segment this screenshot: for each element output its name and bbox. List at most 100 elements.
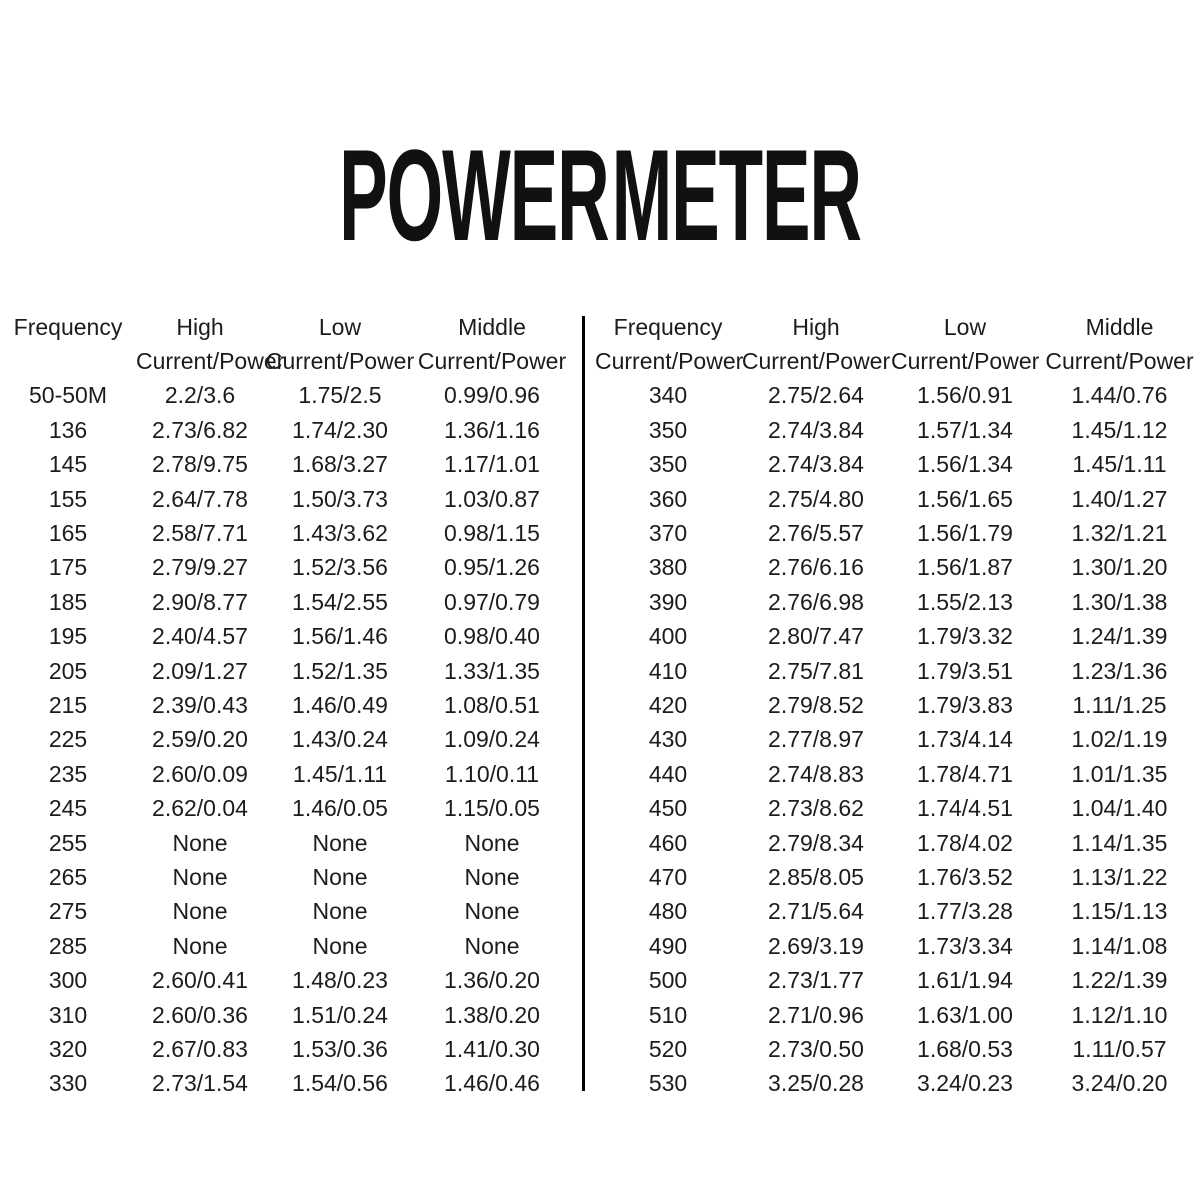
frequency-cell: 165 — [48, 520, 88, 547]
frequency-cell: 195 — [48, 623, 88, 650]
frequency-cell: 350 — [648, 451, 688, 478]
value-cell: 1.68/3.27 — [292, 451, 388, 478]
value-cell: 1.46/0.49 — [292, 691, 388, 718]
frequency-cell: 320 — [48, 1035, 88, 1062]
frequency-cell: 370 — [648, 520, 688, 547]
value-cell: 3.24/0.20 — [1071, 1070, 1168, 1097]
value-cell: 2.09/1.27 — [152, 657, 248, 684]
value-cell: 2.74/8.83 — [768, 760, 864, 787]
value-cell: 1.79/3.83 — [917, 691, 1013, 718]
frequency-cell: 175 — [48, 554, 88, 581]
value-cell: 1.46/0.05 — [292, 795, 388, 822]
value-cell: 1.36/1.16 — [444, 416, 540, 443]
power-table-right: Frequency High Low Middle Current/Power Curre… — [595, 310, 1200, 1101]
value-cell: 2.40/4.57 — [152, 623, 248, 650]
value-cell: 1.03/0.87 — [444, 485, 540, 512]
value-cell: 2.76/6.98 — [768, 588, 864, 615]
value-cell: 1.45/1.11 — [1072, 451, 1167, 478]
subheader-cell: Current/Power — [741, 348, 891, 375]
frequency-cell: 275 — [48, 898, 88, 925]
frequency-cell: 480 — [648, 898, 688, 925]
value-cell: 1.22/1.39 — [1071, 967, 1168, 994]
value-cell: 1.15/0.05 — [444, 795, 540, 822]
subheader-cell: Current/Power — [891, 348, 1040, 375]
value-cell: 2.73/1.54 — [152, 1070, 248, 1097]
page-title: POWER METER — [339, 122, 862, 268]
value-cell: 1.46/0.46 — [444, 1070, 540, 1097]
value-cell: 1.17/1.01 — [444, 451, 540, 478]
value-cell: 2.76/6.16 — [768, 554, 864, 581]
value-cell: 2.64/7.78 — [152, 485, 248, 512]
frequency-cell: 360 — [648, 485, 688, 512]
value-cell: 1.45/1.11 — [292, 760, 388, 787]
value-cell: 1.14/1.08 — [1071, 932, 1168, 959]
value-cell: 1.30/1.38 — [1071, 588, 1168, 615]
value-cell: 1.63/1.00 — [917, 1001, 1013, 1028]
frequency-cell: 136 — [48, 416, 88, 443]
value-cell: 2.60/0.09 — [152, 760, 248, 787]
value-cell: 0.98/1.15 — [444, 520, 540, 547]
value-cell: 1.57/1.34 — [917, 416, 1013, 443]
value-cell: 1.38/0.20 — [444, 1001, 540, 1028]
frequency-cell: 330 — [48, 1070, 88, 1097]
column-header-cell: Low — [943, 313, 987, 340]
frequency-cell: 235 — [48, 760, 88, 787]
value-cell: 2.2/3.6 — [164, 382, 236, 409]
value-cell: 1.73/4.14 — [917, 726, 1013, 753]
frequency-cell: 255 — [48, 829, 88, 856]
value-cell: 1.52/1.35 — [292, 657, 388, 684]
value-cell: 1.48/0.23 — [292, 967, 388, 994]
value-cell: 1.74/2.30 — [292, 416, 388, 443]
value-cell: 1.56/1.87 — [917, 554, 1013, 581]
frequency-cell: 440 — [648, 760, 688, 787]
value-cell: 1.50/3.73 — [292, 485, 388, 512]
value-cell: 2.71/0.96 — [768, 1001, 864, 1028]
value-cell: None — [464, 829, 520, 856]
value-cell: 1.11/0.57 — [1072, 1035, 1167, 1062]
frequency-cell: 450 — [648, 795, 688, 822]
value-cell: 2.67/0.83 — [152, 1035, 248, 1062]
value-cell: 1.75/2.5 — [298, 382, 382, 409]
value-cell: 1.14/1.35 — [1071, 829, 1168, 856]
value-cell: None — [312, 829, 368, 856]
column-header-cell: High — [176, 313, 224, 340]
value-cell: 1.13/1.22 — [1071, 863, 1168, 890]
value-cell: 1.43/3.62 — [292, 520, 388, 547]
value-cell: 2.78/9.75 — [152, 451, 248, 478]
value-cell: 1.12/1.10 — [1071, 1001, 1168, 1028]
value-cell: 2.79/8.34 — [768, 829, 864, 856]
column-header-cell: High — [792, 313, 840, 340]
frequency-cell: 145 — [48, 451, 88, 478]
value-cell: 0.98/0.40 — [444, 623, 540, 650]
value-cell: None — [464, 932, 520, 959]
frequency-cell: 530 — [648, 1070, 688, 1097]
value-cell: None — [172, 863, 228, 890]
value-cell: 2.73/6.82 — [152, 416, 248, 443]
value-cell: 1.53/0.36 — [292, 1035, 388, 1062]
value-cell: 1.77/3.28 — [917, 898, 1013, 925]
column-header-cell: Middle — [458, 313, 526, 340]
value-cell: 0.99/0.96 — [444, 382, 540, 409]
value-cell: 2.69/3.19 — [768, 932, 864, 959]
value-cell: 1.51/0.24 — [292, 1001, 388, 1028]
value-cell: 2.73/0.50 — [768, 1035, 864, 1062]
frequency-cell: 490 — [648, 932, 688, 959]
value-cell: 1.24/1.39 — [1071, 623, 1168, 650]
value-cell: 1.61/1.94 — [917, 967, 1013, 994]
value-cell: 1.33/1.35 — [444, 657, 540, 684]
value-cell: 2.73/1.77 — [768, 967, 864, 994]
frequency-cell: 430 — [648, 726, 688, 753]
value-cell: 3.24/0.23 — [917, 1070, 1013, 1097]
subheader-cell: Current/Power — [265, 348, 415, 375]
value-cell: 2.71/5.64 — [768, 898, 864, 925]
value-cell: None — [172, 829, 228, 856]
subheader-cell: Current/Power — [136, 348, 285, 375]
value-cell: 3.25/0.28 — [768, 1070, 864, 1097]
frequency-cell: 410 — [648, 657, 688, 684]
value-cell: 2.74/3.84 — [768, 451, 864, 478]
frequency-cell: 215 — [48, 691, 88, 718]
value-cell: 1.79/3.51 — [917, 657, 1013, 684]
table-divider — [582, 316, 585, 1091]
value-cell: 1.08/0.51 — [444, 691, 540, 718]
frequency-cell: 350 — [648, 416, 688, 443]
